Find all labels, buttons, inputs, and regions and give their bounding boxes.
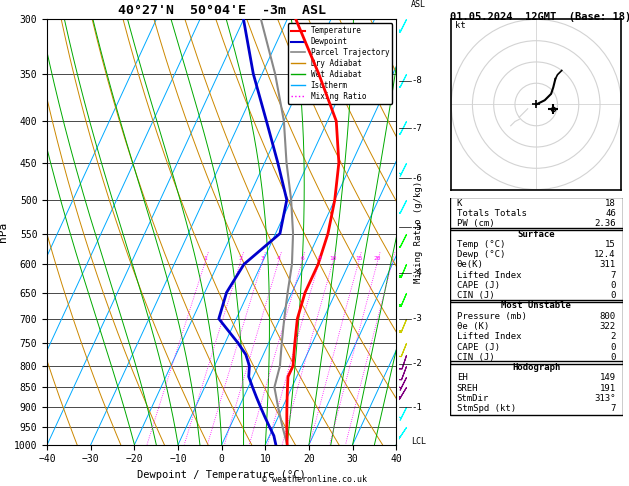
Text: K: K [457,199,462,208]
Text: Surface: Surface [518,229,555,239]
Text: 0: 0 [610,291,616,300]
Text: 7: 7 [610,271,616,279]
Text: 313°: 313° [594,394,616,403]
Text: θe(K): θe(K) [457,260,484,269]
Text: 311: 311 [599,260,616,269]
Text: 20: 20 [374,256,381,261]
Text: Temp (°C): Temp (°C) [457,240,505,249]
Text: CAPE (J): CAPE (J) [457,281,499,290]
Text: -8: -8 [411,76,422,86]
Text: CAPE (J): CAPE (J) [457,343,499,351]
Text: Pressure (mb): Pressure (mb) [457,312,526,321]
Text: StmDir: StmDir [457,394,489,403]
Text: CIN (J): CIN (J) [457,353,494,362]
Text: 800: 800 [599,312,616,321]
Text: 0: 0 [610,281,616,290]
Text: 10: 10 [329,256,337,261]
Text: 2: 2 [239,256,243,261]
Text: -6: -6 [411,174,422,183]
Text: PW (cm): PW (cm) [457,219,494,228]
Text: StmSpd (kt): StmSpd (kt) [457,404,516,413]
Text: Totals Totals: Totals Totals [457,209,526,218]
Text: 12.4: 12.4 [594,250,616,259]
Text: © weatheronline.co.uk: © weatheronline.co.uk [262,474,367,484]
Text: Lifted Index: Lifted Index [457,271,521,279]
Text: -2: -2 [411,359,422,368]
Text: θe (K): θe (K) [457,322,489,331]
Text: Hodograph: Hodograph [512,363,560,372]
Text: 322: 322 [599,322,616,331]
Text: 2: 2 [610,332,616,341]
Text: Mixing Ratio (g/kg): Mixing Ratio (g/kg) [415,181,423,283]
Text: LCL: LCL [411,436,426,446]
Legend: Temperature, Dewpoint, Parcel Trajectory, Dry Adiabat, Wet Adiabat, Isotherm, Mi: Temperature, Dewpoint, Parcel Trajectory… [288,23,392,104]
Text: 191: 191 [599,383,616,393]
Text: -4: -4 [411,268,422,278]
Text: 46: 46 [605,209,616,218]
Text: 15: 15 [605,240,616,249]
Text: 2.36: 2.36 [594,219,616,228]
Title: 40°27'N  50°04'E  -3m  ASL: 40°27'N 50°04'E -3m ASL [118,4,326,17]
Text: 8: 8 [318,256,321,261]
Text: Lifted Index: Lifted Index [457,332,521,341]
Text: CIN (J): CIN (J) [457,291,494,300]
Text: 15: 15 [355,256,362,261]
Text: -5: -5 [411,223,422,231]
Text: 6: 6 [300,256,304,261]
Text: SREH: SREH [457,383,478,393]
X-axis label: Dewpoint / Temperature (°C): Dewpoint / Temperature (°C) [137,470,306,480]
Text: Most Unstable: Most Unstable [501,301,571,311]
Text: 1: 1 [204,256,208,261]
Text: 149: 149 [599,373,616,382]
Text: 0: 0 [610,353,616,362]
Text: kt: kt [455,21,466,30]
Text: -1: -1 [411,403,422,412]
Text: 01.05.2024  12GMT  (Base: 18): 01.05.2024 12GMT (Base: 18) [450,12,629,22]
Text: Dewp (°C): Dewp (°C) [457,250,505,259]
Text: EH: EH [457,373,467,382]
Text: 4: 4 [277,256,281,261]
Text: km
ASL: km ASL [411,0,426,9]
Text: 0: 0 [610,343,616,351]
Text: 18: 18 [605,199,616,208]
Text: -3: -3 [411,314,422,323]
Y-axis label: hPa: hPa [0,222,8,242]
Text: 3: 3 [260,256,264,261]
Text: -7: -7 [411,123,422,133]
Text: 7: 7 [610,404,616,413]
